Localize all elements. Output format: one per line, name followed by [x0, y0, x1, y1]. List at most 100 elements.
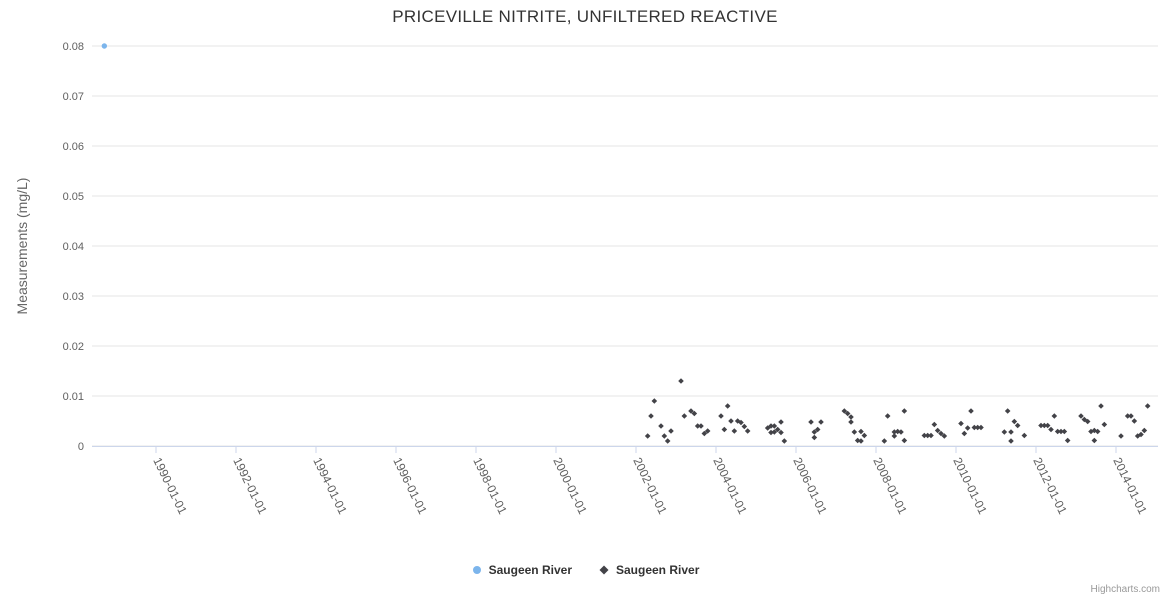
data-point-diamond[interactable] — [774, 426, 781, 433]
data-point-diamond[interactable] — [961, 430, 968, 437]
data-point-diamond[interactable] — [1021, 432, 1028, 439]
data-point-diamond[interactable] — [651, 398, 658, 404]
data-point-diamond[interactable] — [848, 414, 854, 420]
data-point-diamond[interactable] — [1118, 433, 1124, 439]
data-point-diamond[interactable] — [1008, 438, 1014, 444]
data-point-diamond[interactable] — [1058, 428, 1064, 435]
data-point-diamond[interactable] — [668, 428, 674, 434]
data-point-diamond[interactable] — [901, 437, 908, 444]
data-point-diamond[interactable] — [1124, 413, 1131, 419]
data-point-diamond[interactable] — [1038, 422, 1044, 429]
data-point-diamond[interactable] — [644, 433, 651, 439]
data-point-diamond[interactable] — [1004, 408, 1011, 414]
data-point-diamond[interactable] — [664, 438, 671, 444]
data-point-circle[interactable] — [101, 43, 108, 49]
data-point-diamond[interactable] — [1048, 426, 1054, 433]
data-point-diamond[interactable] — [1094, 428, 1101, 435]
data-point-diamond[interactable] — [768, 429, 774, 436]
data-point-diamond[interactable] — [858, 428, 864, 435]
data-point-diamond[interactable] — [881, 438, 888, 444]
data-point-diamond[interactable] — [844, 410, 851, 417]
data-point-diamond[interactable] — [811, 434, 818, 441]
data-point-diamond[interactable] — [704, 428, 711, 434]
data-point-diamond[interactable] — [1101, 421, 1108, 428]
data-point-diamond[interactable] — [854, 437, 861, 444]
data-point-diamond[interactable] — [1131, 418, 1138, 424]
data-point-diamond[interactable] — [891, 429, 898, 435]
data-point-diamond[interactable] — [1138, 431, 1144, 438]
data-point-diamond[interactable] — [681, 413, 688, 419]
data-point-diamond[interactable] — [771, 423, 778, 429]
data-point-diamond[interactable] — [858, 438, 864, 444]
data-point-diamond[interactable] — [971, 424, 978, 431]
data-point-diamond[interactable] — [778, 429, 784, 436]
data-point-diamond[interactable] — [1141, 427, 1148, 434]
data-point-diamond[interactable] — [691, 410, 698, 417]
data-point-diamond[interactable] — [701, 430, 708, 437]
data-point-diamond[interactable] — [934, 427, 941, 434]
data-point-diamond[interactable] — [938, 430, 944, 437]
data-point-diamond[interactable] — [781, 438, 788, 444]
data-point-diamond[interactable] — [1008, 429, 1014, 435]
data-point-diamond[interactable] — [891, 433, 898, 439]
data-point-diamond[interactable] — [1091, 437, 1098, 444]
data-point-diamond[interactable] — [1061, 428, 1068, 435]
data-point-diamond[interactable] — [661, 433, 668, 439]
data-point-diamond[interactable] — [974, 424, 981, 431]
data-point-diamond[interactable] — [738, 419, 744, 426]
data-point-diamond[interactable] — [744, 428, 751, 434]
data-point-diamond[interactable] — [1044, 422, 1051, 429]
data-point-diamond[interactable] — [724, 403, 731, 409]
data-point-diamond[interactable] — [768, 423, 774, 429]
data-point-diamond[interactable] — [848, 419, 854, 425]
data-point-diamond[interactable] — [648, 413, 654, 419]
data-point-diamond[interactable] — [721, 426, 728, 433]
data-point-diamond[interactable] — [958, 420, 964, 427]
data-point-diamond[interactable] — [861, 432, 868, 439]
data-point-diamond[interactable] — [658, 423, 664, 429]
data-point-diamond[interactable] — [771, 429, 778, 435]
data-point-diamond[interactable] — [841, 408, 848, 414]
legend-item-saugeen-river-circle[interactable]: Saugeen River — [471, 563, 572, 577]
data-point-diamond[interactable] — [818, 419, 824, 425]
data-point-diamond[interactable] — [921, 432, 928, 439]
data-point-diamond[interactable] — [964, 425, 971, 431]
data-point-diamond[interactable] — [678, 378, 684, 384]
data-point-diamond[interactable] — [1084, 418, 1091, 425]
data-point-diamond[interactable] — [1054, 428, 1061, 435]
data-point-diamond[interactable] — [778, 419, 784, 425]
data-point-diamond[interactable] — [1051, 413, 1058, 419]
data-point-diamond[interactable] — [1098, 403, 1104, 409]
data-point-diamond[interactable] — [924, 432, 931, 439]
data-point-diamond[interactable] — [1128, 413, 1134, 419]
data-point-diamond[interactable] — [688, 408, 694, 414]
data-point-diamond[interactable] — [1144, 403, 1151, 409]
data-point-diamond[interactable] — [1041, 422, 1048, 429]
data-point-diamond[interactable] — [698, 423, 704, 429]
data-point-diamond[interactable] — [1064, 437, 1071, 444]
data-point-diamond[interactable] — [811, 429, 818, 435]
data-point-diamond[interactable] — [968, 408, 974, 414]
data-point-diamond[interactable] — [814, 426, 821, 433]
data-point-diamond[interactable] — [931, 421, 938, 428]
data-point-diamond[interactable] — [978, 424, 984, 431]
data-point-diamond[interactable] — [928, 432, 934, 439]
data-point-diamond[interactable] — [728, 418, 734, 424]
data-point-diamond[interactable] — [718, 413, 724, 419]
data-point-diamond[interactable] — [1078, 413, 1084, 419]
data-point-diamond[interactable] — [1011, 418, 1018, 425]
highcharts-credits[interactable]: Highcharts.com — [1090, 584, 1160, 595]
data-point-diamond[interactable] — [741, 423, 748, 430]
legend-item-saugeen-river-diamond[interactable]: Saugeen River — [598, 563, 699, 577]
data-point-diamond[interactable] — [901, 408, 908, 414]
data-point-diamond[interactable] — [941, 433, 948, 439]
data-point-diamond[interactable] — [694, 423, 701, 429]
data-point-diamond[interactable] — [1014, 422, 1021, 429]
data-point-diamond[interactable] — [1001, 429, 1008, 435]
data-point-diamond[interactable] — [898, 429, 904, 435]
data-point-diamond[interactable] — [731, 428, 738, 434]
data-point-diamond[interactable] — [851, 429, 858, 435]
data-point-diamond[interactable] — [884, 413, 891, 419]
data-point-diamond[interactable] — [894, 428, 901, 435]
data-point-diamond[interactable] — [808, 419, 814, 425]
